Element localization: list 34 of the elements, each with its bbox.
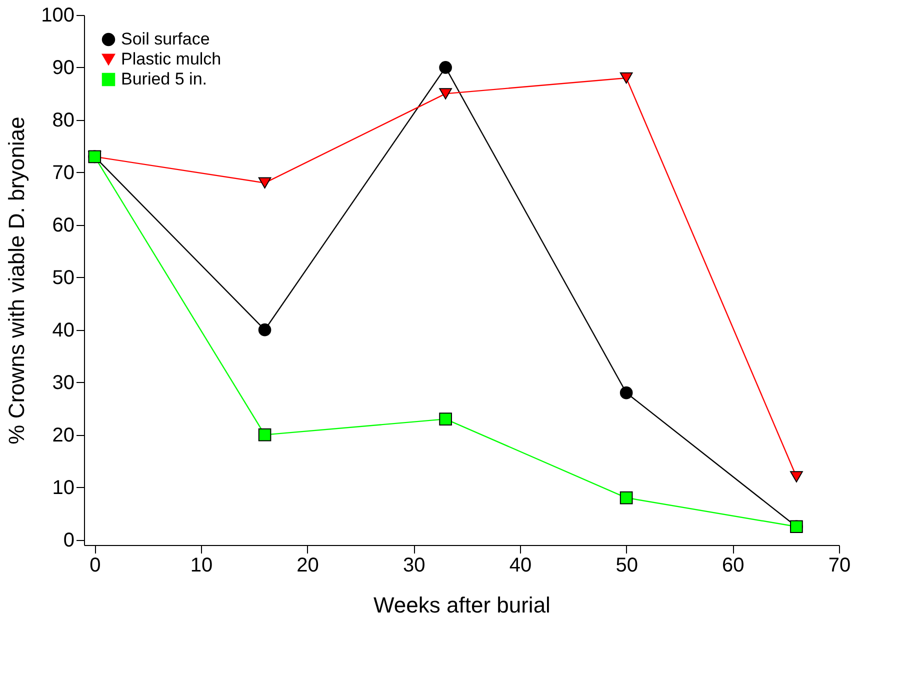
legend-label: Buried 5 in.: [121, 70, 207, 88]
legend-label: Soil surface: [121, 30, 210, 48]
x-tick-label: 20: [296, 554, 319, 576]
y-tick-label: 60: [52, 214, 74, 236]
y-tick-label: 70: [52, 162, 74, 184]
y-tick-label: 20: [52, 424, 74, 446]
y-tick-label: 40: [52, 319, 74, 342]
y-tick-label: 90: [52, 56, 74, 79]
x-tick-label: 70: [828, 554, 851, 576]
x-tick-label: 60: [722, 554, 744, 576]
point: [439, 61, 452, 74]
legend-label: Plastic mulch: [121, 50, 222, 68]
y-axis-title: % Crowns with viable D. bryoniae: [4, 116, 30, 444]
point: [620, 491, 633, 504]
point: [439, 412, 452, 426]
point: [620, 386, 633, 400]
point: [258, 323, 272, 336]
point: [790, 471, 803, 482]
x-axis-title: Weeks after burial: [374, 592, 550, 618]
y-tick-label: 100: [41, 4, 74, 26]
point: [620, 72, 633, 84]
y-tick-label: 0: [63, 529, 74, 552]
x-tick-label: 0: [90, 554, 101, 576]
y-tick-label: 10: [52, 476, 74, 499]
point: [258, 428, 272, 442]
x-tick-label: 30: [403, 554, 426, 576]
x-tick-label: 10: [190, 554, 213, 576]
x-tick-label: 50: [616, 554, 638, 576]
y-tick-label: 50: [52, 266, 74, 289]
y-tick-label: 80: [52, 109, 74, 132]
point: [258, 177, 272, 189]
y-tick-label: 30: [52, 372, 74, 394]
point: [439, 88, 452, 100]
x-tick-label: 40: [509, 554, 532, 576]
